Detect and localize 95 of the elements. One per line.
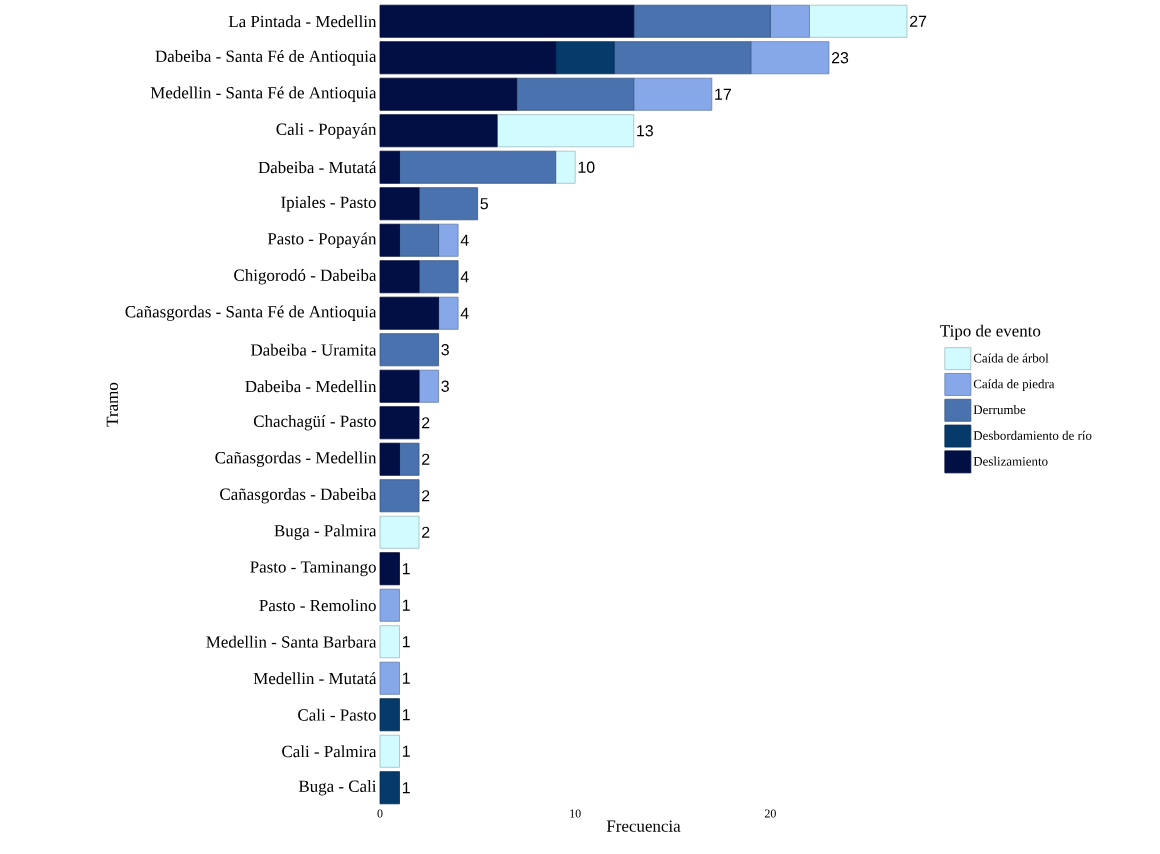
y-tick-label: Pasto - Taminango	[250, 561, 376, 577]
y-tick-label: Dabeiba - Medellin	[245, 380, 377, 393]
total-label: 1	[402, 709, 410, 721]
bar	[379, 588, 400, 622]
y-tick-label: Medellin - Mutatá	[253, 672, 377, 685]
total-label: 2	[422, 417, 430, 429]
bar	[379, 187, 420, 221]
bar	[379, 771, 400, 805]
bar	[633, 77, 713, 111]
y-tick-label: Medellin - Santa Fé de Antioquia	[150, 86, 377, 102]
bar	[418, 187, 478, 221]
bar	[399, 150, 557, 184]
bar	[633, 4, 771, 38]
bar	[379, 41, 557, 75]
bar	[379, 114, 498, 148]
bar	[379, 4, 635, 38]
bar	[750, 41, 830, 75]
y-tick-label: Medellin - Santa Barbara	[206, 635, 377, 648]
y-axis-title: Tramo	[106, 382, 119, 427]
y-tick-label: Dabeiba - Mutatá	[258, 161, 377, 174]
bar	[379, 260, 420, 294]
x-axis-title: Frecuencia	[606, 820, 681, 832]
bar	[379, 77, 518, 111]
bar	[379, 333, 439, 367]
bar	[613, 41, 752, 75]
bar	[379, 223, 400, 257]
legend-label: Derrumbe	[973, 405, 1026, 415]
bar	[399, 442, 420, 476]
total-label: 4	[460, 234, 469, 246]
y-tick-label: Buga - Palmira	[274, 524, 377, 540]
bar	[379, 515, 420, 549]
total-label: 3	[441, 344, 449, 356]
bar	[516, 77, 635, 111]
bar	[438, 223, 459, 257]
total-label: 13	[637, 125, 653, 137]
total-label: 4	[460, 307, 469, 319]
total-label: 3	[441, 380, 449, 392]
bar	[379, 625, 400, 659]
total-label: 4	[460, 271, 469, 283]
x-tick-label: 20	[764, 809, 776, 818]
bar	[379, 150, 400, 184]
total-label: 1	[402, 745, 410, 757]
bar	[379, 296, 439, 330]
bar	[555, 150, 576, 184]
total-label: 1	[402, 636, 410, 648]
x-tick-label: 10	[570, 809, 581, 818]
bar	[379, 698, 400, 732]
y-tick-label: Cañasgordas - Medellin	[215, 451, 377, 467]
y-tick-label: Pasto - Remolino	[259, 599, 376, 612]
total-label: 17	[715, 88, 731, 100]
bar	[379, 552, 400, 586]
legend-label: Deslizamiento	[973, 456, 1048, 466]
total-label: 1	[402, 563, 410, 575]
total-label: 10	[578, 161, 595, 173]
bar	[379, 734, 400, 768]
y-tick-label: Pasto - Popayán	[267, 232, 377, 248]
legend-label: Caída de árbol	[973, 353, 1049, 363]
legend-label: Caída de piedra	[973, 379, 1055, 391]
legend-title: Tipo de evento	[940, 324, 1041, 341]
total-label: 23	[831, 52, 849, 64]
bar	[379, 369, 420, 403]
y-tick-label: Buga - Cali	[298, 780, 377, 796]
y-tick-label: Dabeiba - Uramita	[250, 343, 377, 356]
total-label: 1	[402, 599, 410, 611]
y-tick-label: Cañasgordas - Santa Fé de Antioquia	[125, 305, 377, 321]
y-tick-label: Cali - Pasto	[298, 708, 376, 721]
y-tick-label: La Pintada - Medellin	[228, 15, 377, 28]
y-tick-label: Cañasgordas - Dabeiba	[220, 488, 377, 504]
bar	[496, 114, 635, 148]
y-tick-label: Dabeiba - Santa Fé de Antioquia	[155, 50, 377, 66]
x-tick-label: 0	[377, 809, 383, 818]
total-label: 2	[422, 490, 430, 502]
bar	[399, 223, 439, 257]
bar	[809, 4, 908, 38]
total-label: 2	[422, 453, 430, 465]
y-tick-label: Cali - Palmira	[282, 745, 377, 758]
bar	[418, 369, 439, 403]
bar	[379, 661, 400, 695]
total-label: 1	[402, 672, 410, 684]
bar	[769, 4, 810, 38]
legend-label: Desbordamiento de río	[973, 430, 1092, 440]
bar	[555, 41, 615, 75]
total-label: 2	[422, 526, 430, 538]
bar	[379, 479, 420, 513]
bar	[379, 406, 420, 440]
total-label: 27	[910, 15, 927, 27]
y-tick-label: Cali - Popayán	[276, 123, 377, 139]
bar	[418, 260, 459, 294]
total-label: 5	[480, 198, 488, 210]
total-label: 1	[402, 782, 410, 794]
y-tick-label: Ipiales - Pasto	[281, 196, 376, 212]
bar	[438, 296, 459, 330]
y-tick-label: Chigorodó - Dabeiba	[234, 269, 377, 285]
y-tick-label: Chachagüí - Pasto	[253, 415, 376, 431]
bar	[379, 442, 400, 476]
